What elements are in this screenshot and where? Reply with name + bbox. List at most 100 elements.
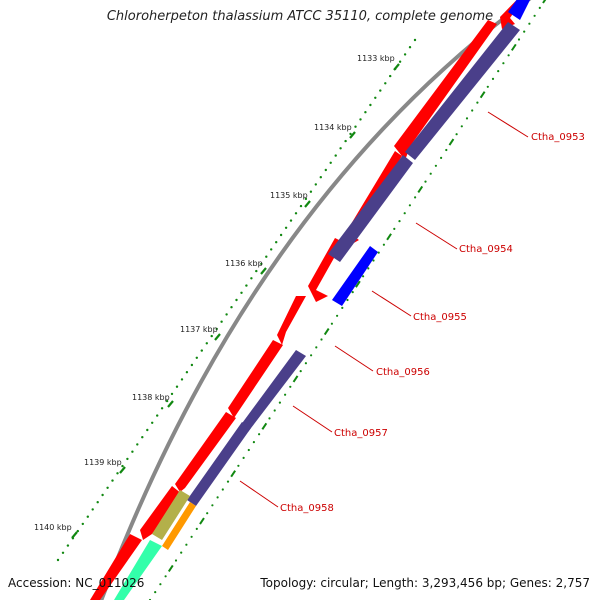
tick-mark — [260, 267, 267, 275]
inner-tick-dot — [252, 441, 255, 444]
tick-label: 1133 kbp — [357, 54, 395, 63]
tick-dot — [408, 46, 412, 49]
highlight-cds — [332, 246, 378, 306]
accession-text: Accession: NC_011026 — [8, 576, 145, 590]
inner-tick-dot — [502, 62, 505, 65]
tick-dot — [339, 147, 342, 150]
tick-dot — [215, 327, 218, 331]
inner-tick-dot — [341, 306, 344, 309]
tick-dot — [319, 176, 322, 179]
tick-dot — [284, 226, 288, 229]
tick-dot — [294, 212, 298, 215]
inner-tick-dot — [268, 417, 271, 420]
forward-cds — [140, 486, 182, 540]
inner-tick-dot — [159, 583, 162, 586]
tick-dot — [255, 269, 258, 273]
tick-dot — [210, 334, 213, 338]
inner-tick-dot — [154, 591, 157, 594]
tick-dot — [374, 96, 377, 100]
tick-dot — [101, 493, 104, 497]
inner-tick-mark — [261, 422, 268, 430]
inner-tick-dot — [273, 409, 276, 412]
highlight-cds — [508, 0, 530, 20]
leader-line — [334, 345, 374, 372]
tick-dot — [304, 197, 308, 201]
leader-line — [292, 405, 333, 433]
tick-mark — [71, 531, 78, 539]
tick-dot — [180, 378, 184, 381]
inner-tick-mark — [323, 328, 330, 336]
tick-dot — [111, 479, 114, 482]
inner-tick-dot — [180, 551, 183, 554]
topology-summary: Topology: circular; Length: 3,293,456 bp… — [260, 576, 590, 590]
inner-tick-mark — [479, 91, 486, 99]
tick-dot — [56, 558, 60, 562]
tick-dot — [235, 298, 238, 302]
inner-tick-dot — [320, 338, 323, 341]
inner-tick-dot — [258, 433, 261, 436]
tick-dot — [230, 306, 233, 309]
leader-line — [371, 290, 412, 317]
tick-mark — [349, 131, 356, 139]
tick-dot — [220, 320, 223, 323]
tick-dot — [289, 219, 293, 222]
tick-dot — [275, 241, 278, 244]
tick-dot — [146, 428, 149, 432]
inner-tick-dot — [507, 54, 510, 57]
inner-tick-dot — [247, 448, 250, 452]
reverse-cds — [405, 22, 520, 160]
inner-tick-dot — [284, 393, 287, 396]
tick-marks — [71, 63, 400, 539]
inner-tick-dot — [299, 370, 302, 373]
tick-dot — [61, 551, 65, 554]
inner-tick-dot — [528, 22, 531, 25]
tick-dot — [314, 183, 317, 186]
inner-tick-dot — [533, 14, 536, 17]
inner-tick-dot — [471, 109, 474, 112]
inner-tick-dot — [491, 77, 495, 80]
tick-dot — [349, 132, 352, 136]
tick-dot — [384, 82, 387, 85]
tick-mark — [393, 63, 400, 71]
inner-tick-dot — [351, 291, 354, 294]
tick-label: 1137 kbp — [180, 325, 218, 334]
tick-dot — [96, 501, 99, 504]
inner-tick-dots — [148, 0, 547, 600]
tick-dot — [200, 349, 203, 352]
tick-dots — [56, 38, 417, 562]
tick-label: 1139 kbp — [84, 458, 122, 467]
inner-tick-dot — [336, 314, 339, 317]
tick-dot — [86, 515, 90, 518]
inner-tick-dot — [226, 480, 230, 483]
inner-tick-mark — [386, 233, 392, 241]
tick-dot — [106, 486, 109, 489]
gene-label-ctha-0954[interactable]: Ctha_0954 — [459, 244, 513, 255]
tick-dot — [324, 168, 327, 172]
tick-dot — [205, 342, 208, 345]
tick-dot — [245, 284, 248, 287]
tick-dot — [225, 313, 228, 316]
tick-dot — [175, 385, 179, 388]
gene-label-ctha-0957[interactable]: Ctha_0957 — [334, 428, 388, 439]
inner-tick-dot — [538, 6, 541, 9]
tick-label: 1135 kbp — [270, 191, 308, 200]
gene-label-ctha-0955[interactable]: Ctha_0955 — [413, 312, 467, 323]
forward-cds — [228, 340, 283, 418]
reverse-cds — [187, 422, 251, 506]
inner-tick-dot — [310, 354, 313, 357]
gene-label-ctha-0956[interactable]: Ctha_0956 — [376, 367, 430, 378]
tick-dot — [240, 291, 243, 294]
inner-tick-dot — [414, 196, 417, 199]
inner-tick-mark — [355, 280, 361, 288]
tick-dot — [329, 161, 332, 164]
tick-dot — [299, 204, 303, 208]
gene-label-ctha-0953[interactable]: Ctha_0953 — [531, 132, 585, 143]
inner-tick-dot — [221, 488, 224, 491]
tick-dot — [279, 233, 283, 237]
inner-tick-mark — [542, 0, 547, 4]
tick-dot — [398, 60, 402, 63]
gene-label-ctha-0958[interactable]: Ctha_0958 — [280, 503, 334, 514]
tick-dot — [156, 414, 159, 417]
inner-tick-dot — [497, 70, 500, 73]
